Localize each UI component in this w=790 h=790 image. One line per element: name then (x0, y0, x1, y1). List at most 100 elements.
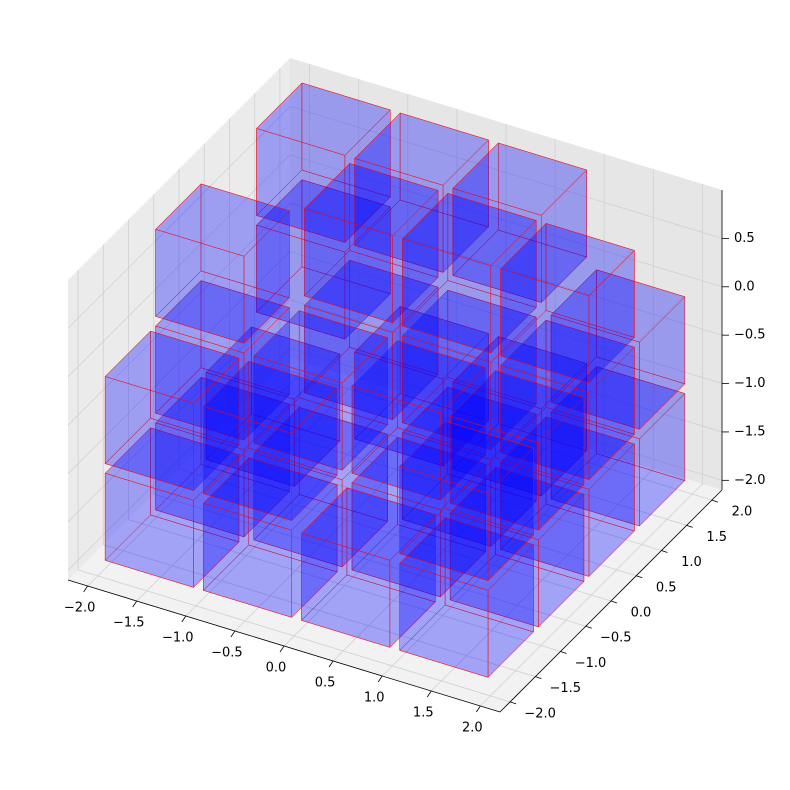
tick-mark (328, 660, 334, 668)
voxel (155, 280, 290, 441)
voxel-face (303, 259, 439, 333)
voxel (500, 222, 635, 384)
grid-line (229, 418, 662, 551)
grid-line (178, 468, 612, 602)
tick-mark (610, 600, 618, 604)
tick-mark (230, 630, 236, 638)
grid-line (289, 251, 723, 384)
voxel-face (401, 386, 537, 460)
voxel-face (500, 319, 635, 393)
tick-mark (377, 675, 383, 683)
grid-line (77, 569, 511, 703)
z-tick-label: −1.0 (734, 376, 766, 391)
y-tick-label: −1.5 (550, 681, 582, 696)
grid-line (128, 519, 561, 652)
voxel (155, 183, 290, 344)
tick-mark (83, 585, 88, 593)
z-tick-label: −0.5 (734, 328, 766, 343)
x-tick-label: 1.0 (364, 691, 385, 706)
voxel (354, 305, 489, 467)
tick-mark (711, 499, 719, 503)
voxel-face (155, 280, 290, 354)
tick-mark (535, 676, 542, 680)
x-tick-label: 1.5 (413, 706, 434, 721)
x-tick-label: −1.0 (162, 631, 194, 646)
voxel-face (401, 193, 537, 267)
voxel (500, 319, 635, 481)
voxel-face (202, 360, 338, 434)
x-tick-label: 0.0 (266, 661, 287, 676)
voxel (303, 162, 439, 324)
y-tick-label: −2.0 (524, 706, 556, 721)
voxel (253, 310, 389, 471)
voxel-face (253, 407, 389, 481)
grid-line (254, 392, 687, 526)
voxel-face (550, 366, 686, 440)
voxel-face (452, 336, 588, 410)
voxel (500, 416, 635, 578)
voxel (452, 335, 588, 497)
tick-mark (661, 550, 668, 553)
grid-line (289, 106, 723, 239)
grid-line (204, 443, 637, 577)
voxel-face (550, 269, 686, 343)
voxel-face (401, 289, 537, 363)
voxel-face (449, 370, 585, 444)
y-tick-label: 1.0 (681, 555, 702, 570)
voxel-face (256, 179, 391, 253)
tick-mark (585, 625, 592, 629)
z-tick-label: −1.5 (734, 424, 766, 439)
voxel (449, 370, 585, 531)
voxel (256, 179, 391, 340)
z-tick-label: −2.0 (734, 473, 766, 488)
voxel-face (155, 377, 290, 451)
voxel (301, 487, 436, 648)
voxel (303, 259, 439, 421)
voxel-face (399, 420, 534, 494)
voxel (449, 466, 585, 628)
voxel (399, 517, 534, 678)
tick-mark (426, 690, 432, 698)
grid-line (67, 106, 291, 329)
x-tick-label: −1.5 (113, 616, 145, 631)
y-tick-label: −0.5 (600, 631, 632, 646)
voxel-face (351, 437, 487, 511)
voxel-face (303, 163, 439, 237)
voxel (202, 360, 338, 522)
voxel-face (449, 467, 585, 541)
voxel (399, 420, 534, 582)
tick-mark (686, 524, 693, 528)
voxel (104, 330, 240, 492)
voxel-face (500, 416, 635, 490)
x-tick-label: 2.0 (462, 721, 483, 736)
grid-line (153, 493, 586, 627)
grid-line (103, 544, 536, 678)
voxel-face (104, 330, 240, 404)
y-axis-line (499, 489, 723, 713)
voxel (351, 340, 487, 501)
voxel-face (500, 223, 635, 297)
x-tick-label: 0.5 (315, 676, 336, 691)
x-tick-label: −0.5 (211, 646, 243, 661)
voxel-face (256, 82, 391, 156)
voxel-face (354, 306, 489, 380)
voxel (401, 386, 537, 548)
voxel (550, 365, 686, 527)
voxel-face (452, 142, 588, 216)
tick-mark (132, 600, 138, 608)
voxel-face (399, 517, 534, 591)
voxel (351, 436, 487, 598)
y-tick-label: 0.5 (656, 580, 677, 595)
grid-line (289, 347, 723, 481)
voxel-face (104, 427, 240, 501)
tick-mark (476, 705, 481, 713)
voxel-face (202, 457, 338, 531)
voxel (205, 326, 341, 488)
voxel (104, 427, 240, 588)
voxel (253, 406, 389, 568)
voxel-face (351, 340, 487, 414)
z-tick-label: 0.5 (734, 231, 755, 246)
voxel-face (205, 326, 341, 400)
voxel-face (301, 487, 436, 561)
